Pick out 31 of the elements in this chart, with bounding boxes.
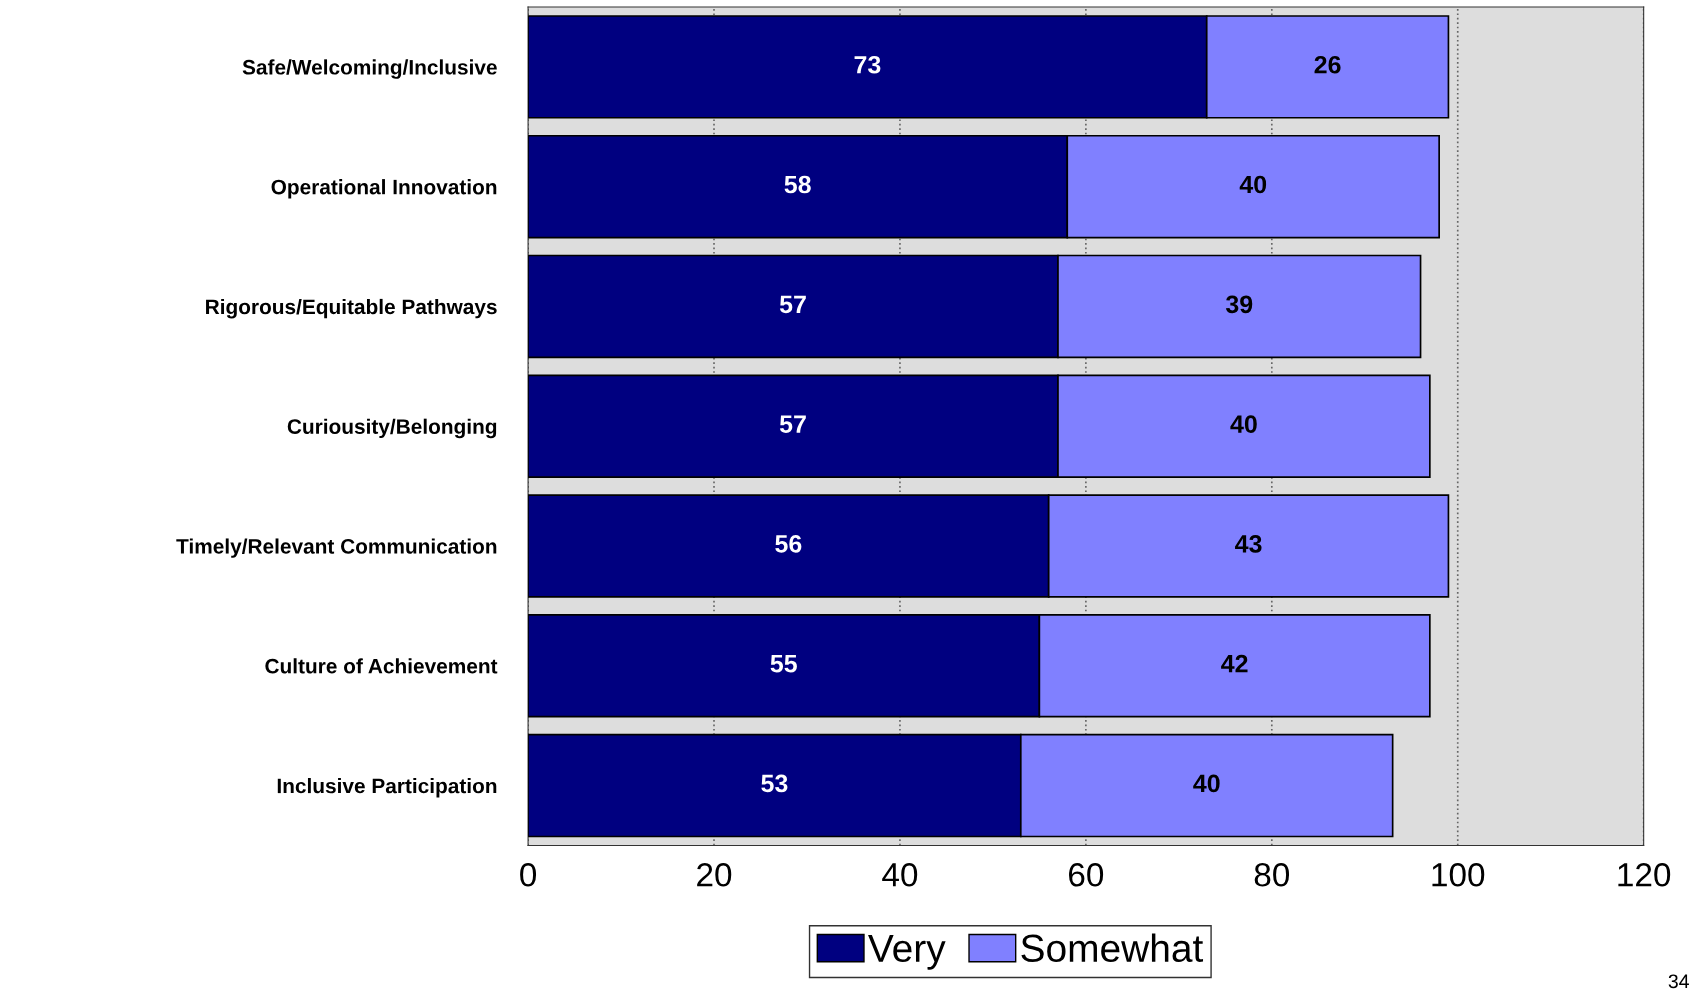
text: 34 (1668, 974, 1689, 989)
legend-label: Somewhat (1021, 933, 1204, 963)
data-label: 73 (854, 55, 881, 74)
y-tick-label: Timely/Relevant Communication (176, 538, 497, 558)
data-label: 40 (1230, 415, 1257, 433)
data-label: 43 (1235, 535, 1262, 553)
data-label: 39 (1225, 295, 1253, 314)
x-tick-label: 20 (697, 863, 732, 887)
data-label: 26 (1314, 55, 1341, 74)
legend-label: Very (868, 934, 946, 970)
data-label: 42 (1221, 654, 1248, 673)
y-tick-label: Inclusive Participation (277, 778, 497, 798)
data-label: 58 (784, 175, 811, 194)
x-tick-label: 40 (882, 863, 918, 887)
y-tick-label: Culture of Achievement (265, 658, 498, 674)
y-tick-label: Rigorous/Equitable Pathways (206, 298, 497, 319)
y-tick-label: Operational Innovation (271, 179, 497, 199)
data-label: 40 (1193, 774, 1220, 793)
x-tick-label: 80 (1254, 863, 1290, 887)
data-label: 57 (779, 415, 806, 433)
data-label: 57 (779, 295, 806, 314)
x-tick-label: 120 (1618, 863, 1671, 887)
data-label: 55 (770, 655, 797, 673)
x-tick-label: 100 (1432, 863, 1485, 887)
data-label: 40 (1239, 175, 1267, 194)
x-tick-label: 0 (520, 863, 537, 887)
x-tick-label: 60 (1069, 863, 1104, 887)
y-tick-label: Safe/Welcoming/Inclusive (242, 59, 497, 79)
data-label: 56 (775, 535, 802, 553)
y-tick-label: Curiousity/Belonging (287, 418, 497, 439)
data-label: 53 (761, 774, 788, 793)
